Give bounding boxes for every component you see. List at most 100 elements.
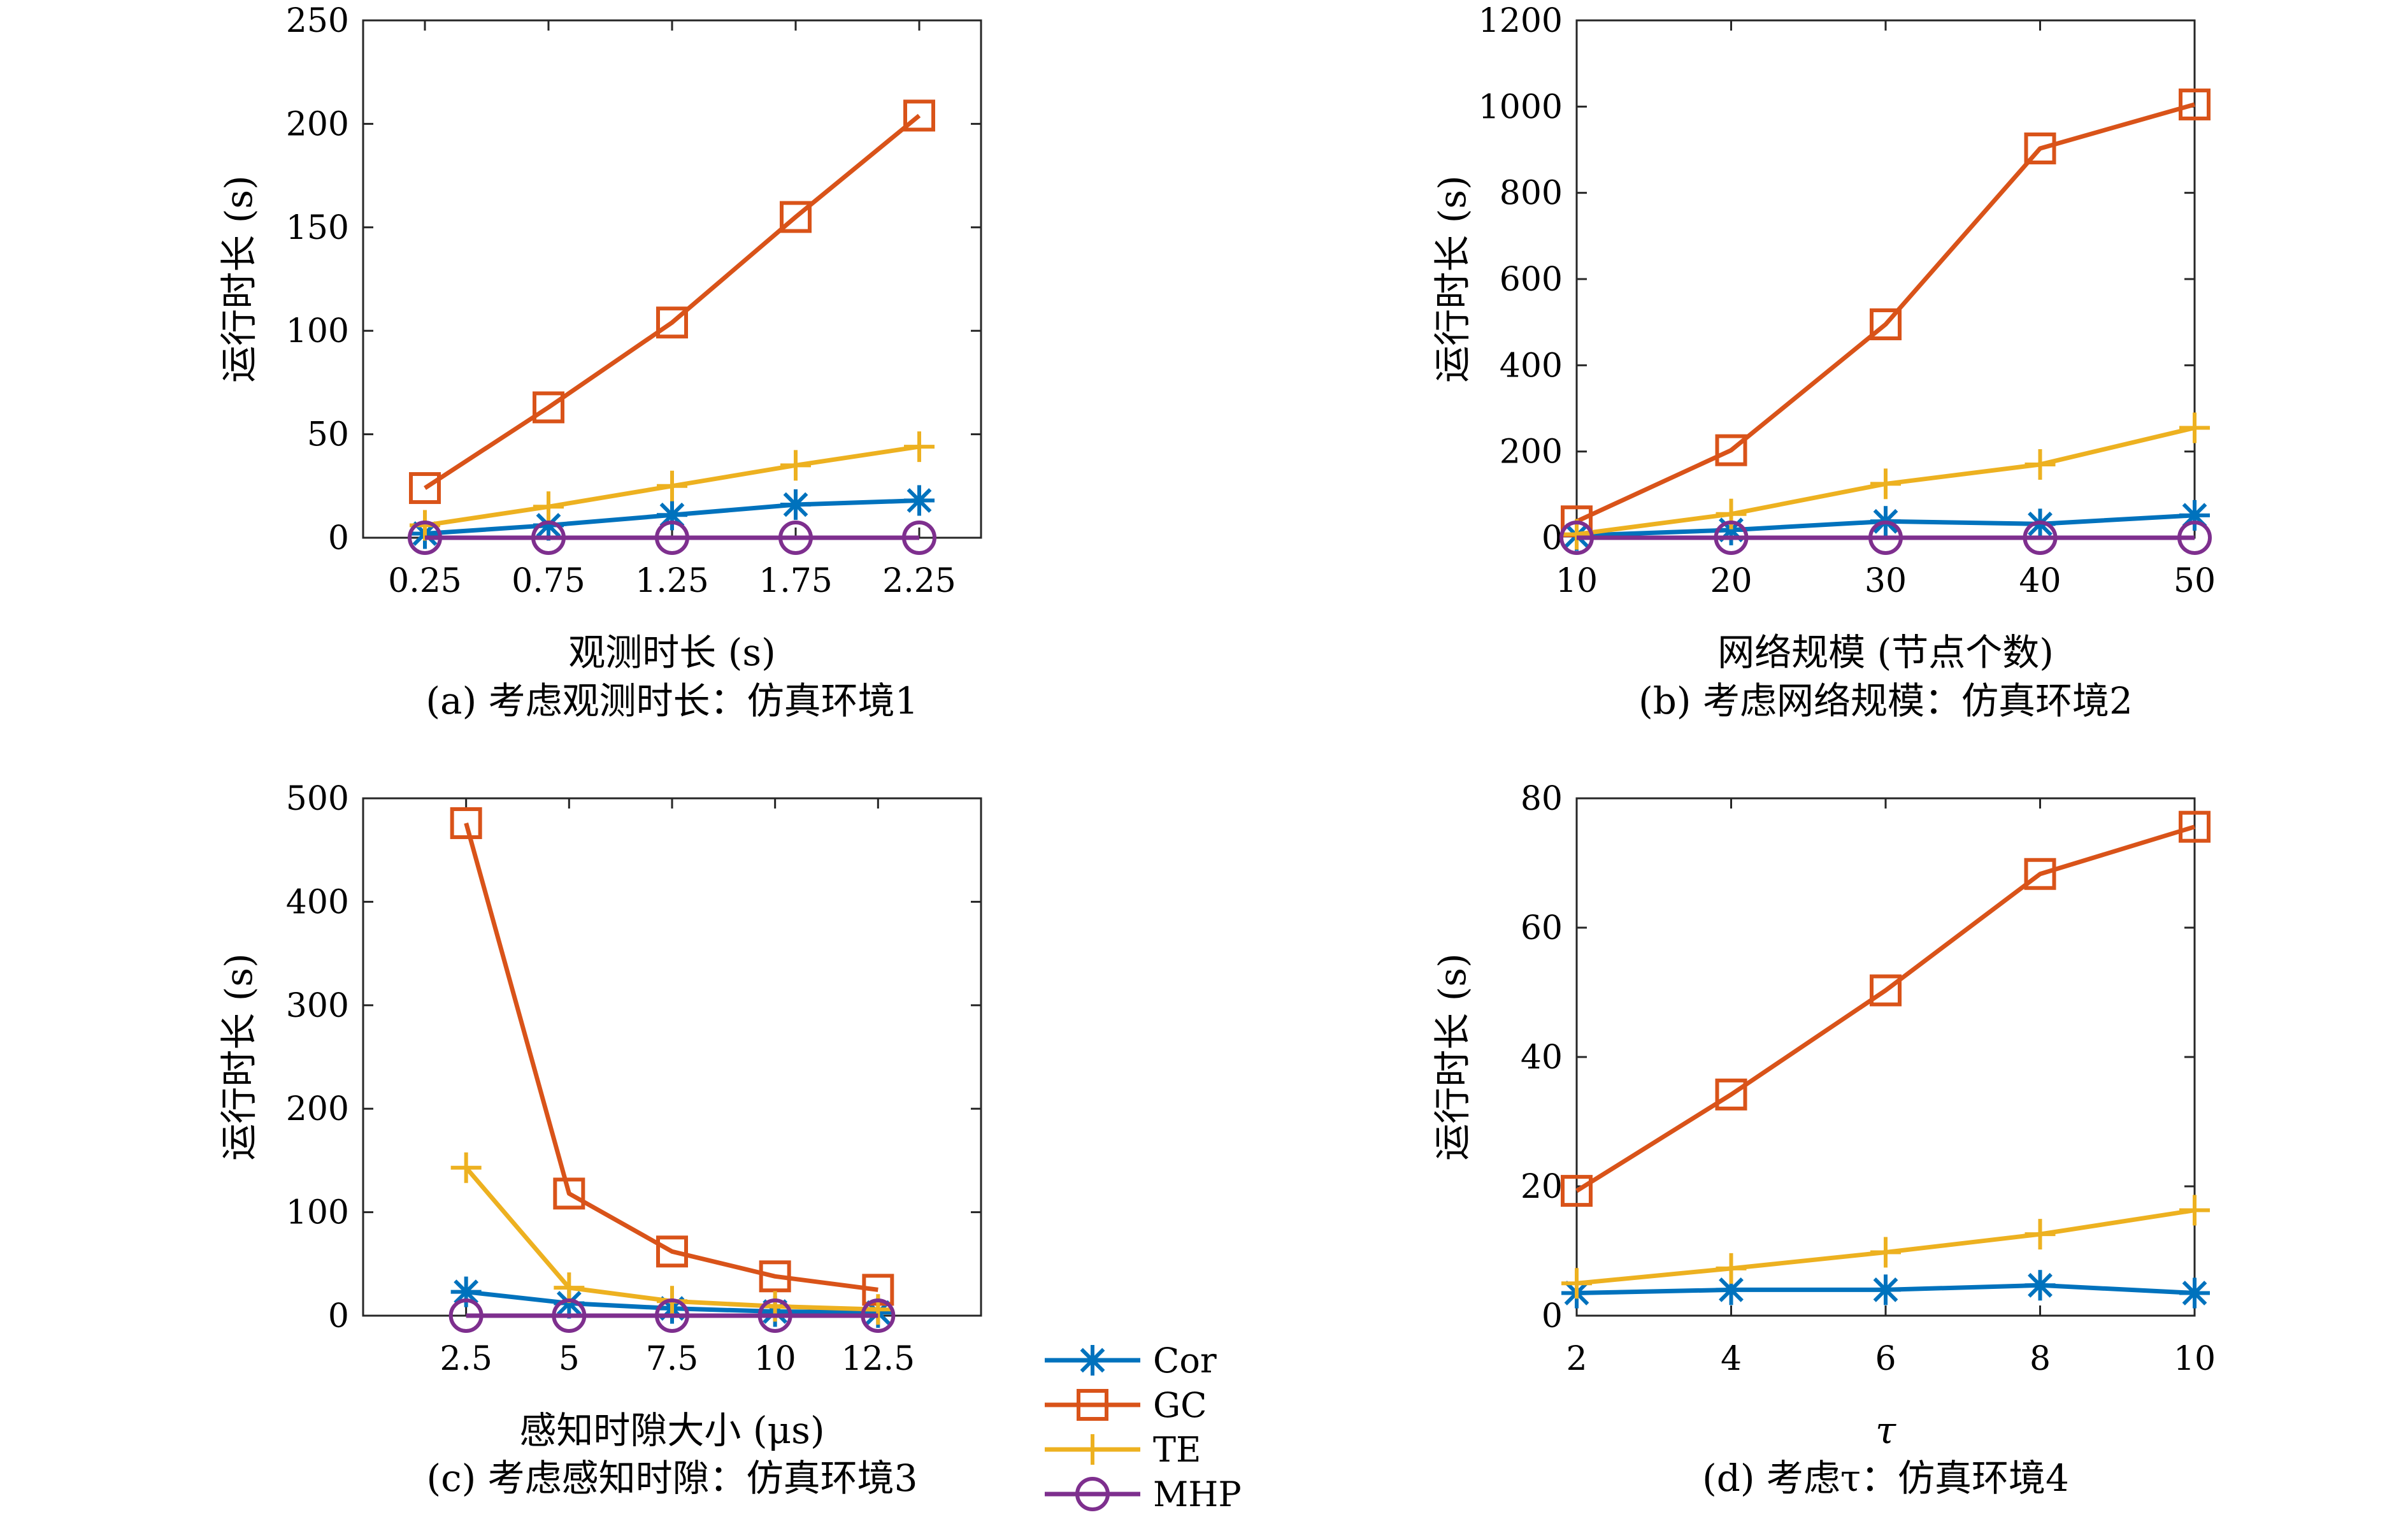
data-point-gc bbox=[1870, 974, 1902, 1007]
legend-label: TE bbox=[1153, 1430, 1201, 1470]
data-point-te bbox=[554, 1272, 585, 1304]
y-tick-label: 1000 bbox=[1479, 88, 1563, 126]
x-tick-label: 2 bbox=[1566, 1340, 1587, 1378]
data-point-gc bbox=[656, 1235, 688, 1268]
chart-d: 0 20 40 60 80 2 4 6 8 10 τ 运行时长 (s) (d) 考虑τ：仿真环境4 bbox=[1431, 780, 2216, 1500]
data-point-te bbox=[904, 431, 935, 463]
legend-marker bbox=[1075, 1477, 1110, 1511]
data-point-gc bbox=[553, 1177, 585, 1210]
data-point-gc bbox=[780, 201, 812, 233]
y-tick-label: 80 bbox=[1521, 780, 1563, 818]
legend-marker bbox=[1077, 1389, 1108, 1421]
series-cor bbox=[1561, 1270, 2210, 1309]
legend-label: Cor bbox=[1153, 1341, 1217, 1381]
y-tick-label: 0 bbox=[1542, 519, 1563, 557]
x-tick-label: 2.25 bbox=[882, 562, 956, 600]
series-line-gc bbox=[1575, 102, 2195, 524]
y-tick-label: 20 bbox=[1521, 1168, 1563, 1206]
data-point-gc bbox=[2179, 88, 2211, 120]
data-point-gc bbox=[1715, 434, 1747, 466]
data-point-mhp bbox=[552, 1298, 587, 1333]
series-mhp bbox=[448, 1298, 896, 1333]
data-point-te bbox=[780, 450, 811, 481]
data-point-gc bbox=[903, 99, 935, 132]
data-point-te bbox=[2179, 1195, 2210, 1226]
x-tick-label: 1.25 bbox=[635, 562, 709, 600]
data-point-gc bbox=[1870, 308, 1902, 341]
y-tick-label: 60 bbox=[1521, 909, 1563, 947]
x-axis-label: 网络规模 (节点个数) bbox=[1717, 631, 2054, 674]
legend-label: MHP bbox=[1153, 1474, 1242, 1514]
data-point-te bbox=[2179, 412, 2210, 443]
y-tick-label: 50 bbox=[307, 416, 349, 454]
y-tick-label: 200 bbox=[286, 1090, 349, 1128]
data-point-mhp bbox=[902, 521, 936, 555]
x-tick-label: 0.25 bbox=[388, 562, 462, 600]
y-tick-label: 0 bbox=[328, 519, 349, 557]
plot-frame bbox=[362, 19, 982, 539]
y-tick-label: 200 bbox=[286, 105, 349, 143]
x-tick-label: 30 bbox=[1865, 562, 1907, 600]
series-mhp bbox=[408, 521, 936, 555]
y-tick-label: 250 bbox=[286, 2, 349, 40]
y-tick-label: 800 bbox=[1500, 175, 1563, 213]
y-axis-label: 运行时长 (s) bbox=[1431, 175, 1474, 382]
legend-entry-gc: GC bbox=[1045, 1385, 1207, 1425]
panel-caption: (d) 考虑τ：仿真环境4 bbox=[1702, 1456, 2069, 1500]
data-point-gc bbox=[2024, 132, 2056, 164]
panel-caption: (c) 考虑感知时隙：仿真环境3 bbox=[426, 1456, 917, 1500]
series-gc bbox=[450, 807, 894, 1306]
y-tick-label: 100 bbox=[286, 1194, 349, 1232]
data-point-te bbox=[1561, 1268, 1592, 1299]
legend-entry-mhp: MHP bbox=[1045, 1474, 1242, 1514]
data-point-gc bbox=[409, 472, 441, 505]
series-line-gc bbox=[464, 823, 878, 1292]
x-tick-label: 10 bbox=[2174, 1340, 2216, 1378]
legend-entry-cor: Cor bbox=[1045, 1341, 1217, 1381]
data-point-gc bbox=[533, 391, 564, 424]
data-point-gc bbox=[1715, 1078, 1747, 1111]
x-tick-label: 5 bbox=[559, 1340, 580, 1378]
x-tick-label: 7.5 bbox=[646, 1340, 699, 1378]
series-te bbox=[1561, 1195, 2210, 1299]
series-line-gc bbox=[1575, 824, 2196, 1193]
data-point-te bbox=[1870, 1237, 1901, 1268]
series-te bbox=[410, 431, 935, 541]
x-tick-label: 1.75 bbox=[759, 562, 833, 600]
data-point-te bbox=[2025, 449, 2056, 480]
data-point-te bbox=[1716, 1253, 1747, 1284]
x-tick-label: 8 bbox=[2030, 1340, 2051, 1378]
data-point-mhp bbox=[655, 521, 689, 555]
y-tick-label: 100 bbox=[286, 312, 349, 350]
data-point-te bbox=[2025, 1219, 2056, 1250]
data-point-cor bbox=[904, 485, 935, 516]
y-tick-label: 400 bbox=[1500, 347, 1563, 385]
panel-caption: (a) 考虑观测时长：仿真环境1 bbox=[426, 679, 918, 723]
y-tick-label: 0 bbox=[328, 1297, 349, 1335]
x-axis-label: 观测时长 (s) bbox=[568, 631, 775, 674]
data-point-mhp bbox=[861, 1298, 896, 1333]
data-point-mhp bbox=[757, 1298, 792, 1333]
x-tick-label: 12.5 bbox=[841, 1340, 915, 1378]
data-point-cor bbox=[2025, 1270, 2056, 1301]
x-tick-label: 2.5 bbox=[440, 1340, 492, 1378]
y-tick-label: 300 bbox=[286, 987, 349, 1025]
chart-b: 0 200 400 600 800 1000 1200 10 20 30 40 50 网络规模 (节点个… bbox=[1431, 2, 2216, 723]
chart-c: 0 100 200 300 400 500 2.5 5 7.5 10 12.5 感知时隙大小 (μs)… bbox=[217, 780, 982, 1500]
data-point-mhp bbox=[2023, 521, 2058, 555]
data-point-te bbox=[657, 470, 687, 501]
x-tick-label: 40 bbox=[2019, 562, 2061, 600]
data-point-mhp bbox=[531, 521, 566, 555]
series-gc bbox=[1561, 810, 2211, 1207]
plot-frame bbox=[1575, 19, 2196, 539]
y-axis-label: 运行时长 (s) bbox=[1431, 953, 1474, 1160]
y-tick-label: 0 bbox=[1542, 1297, 1563, 1335]
series-gc bbox=[409, 99, 935, 505]
legend-entry-te: TE bbox=[1045, 1430, 1201, 1470]
y-tick-label: 400 bbox=[286, 883, 349, 921]
data-point-cor bbox=[2179, 1277, 2210, 1309]
data-point-gc bbox=[759, 1260, 791, 1293]
x-tick-label: 6 bbox=[1875, 1340, 1896, 1378]
